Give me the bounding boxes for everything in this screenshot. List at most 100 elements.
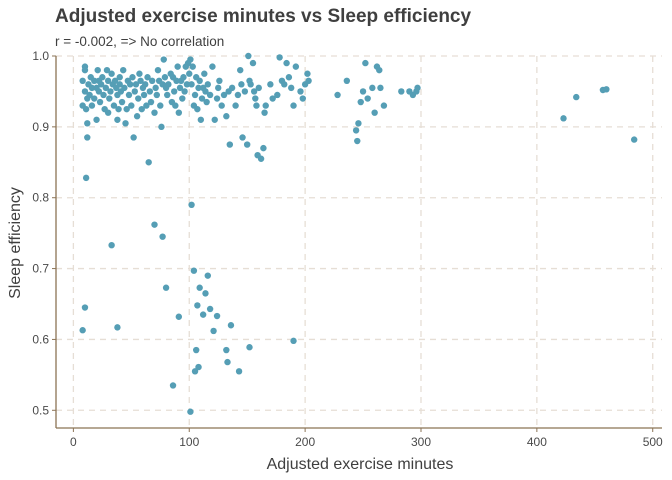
scatter-point xyxy=(304,70,311,77)
scatter-point xyxy=(376,66,383,74)
scatter-point xyxy=(170,88,178,95)
scatter-point xyxy=(267,81,274,88)
scatter-point xyxy=(237,66,244,74)
grid-lines xyxy=(56,55,662,428)
scatter-point xyxy=(176,84,184,92)
scatter-point xyxy=(215,84,222,92)
scatter-point xyxy=(223,113,230,120)
scatter-point xyxy=(95,88,103,95)
scatter-point xyxy=(175,109,183,116)
scatter-point xyxy=(354,137,361,145)
scatter-point xyxy=(355,120,362,127)
scatter-point xyxy=(352,127,360,134)
scatter-point xyxy=(116,74,123,81)
scatter-point xyxy=(305,77,312,85)
scatter-point xyxy=(377,84,384,92)
scatter-point xyxy=(239,134,246,141)
scatter-point xyxy=(140,91,148,99)
scatter-point xyxy=(88,102,96,109)
scatter-point xyxy=(191,91,199,99)
scatter-point xyxy=(183,81,191,88)
scatter-point xyxy=(218,102,225,109)
scatter-point xyxy=(79,327,86,334)
scatter-point xyxy=(114,324,121,331)
scatter-point xyxy=(160,56,167,63)
scatter-point xyxy=(223,346,230,354)
scatter-point xyxy=(108,70,115,77)
scatter-point xyxy=(180,74,187,81)
scatter-point xyxy=(227,322,235,329)
scatter-point xyxy=(196,284,203,291)
scatter-point xyxy=(108,241,115,249)
scatter-point xyxy=(82,105,90,113)
scatter-point xyxy=(81,66,89,74)
scatter-point xyxy=(123,105,130,113)
scatter-point xyxy=(603,86,610,93)
scatter-point xyxy=(255,84,262,92)
scatter-point xyxy=(206,305,214,313)
scatter-point xyxy=(560,115,567,122)
scatter-point xyxy=(630,136,638,143)
scatter-point xyxy=(261,109,268,116)
scatter-point xyxy=(173,77,180,85)
scatter-point xyxy=(204,81,211,88)
x-tick-label: 100 xyxy=(179,435,199,449)
scatter-point xyxy=(199,311,207,318)
scatter-point xyxy=(359,88,367,95)
scatter-point xyxy=(136,70,143,77)
scatter-point xyxy=(281,81,288,88)
scatter-point xyxy=(226,141,234,148)
scatter-point xyxy=(81,88,89,95)
scatter-point xyxy=(93,116,100,123)
y-tick-label: 0.9 xyxy=(32,120,49,134)
chart-title: Adjusted exercise minutes vs Sleep effic… xyxy=(55,6,472,27)
scatter-point xyxy=(82,174,90,182)
scatter-point xyxy=(290,337,297,345)
scatter-point xyxy=(206,91,214,99)
scatter-point xyxy=(197,116,205,123)
scatter-point xyxy=(99,74,106,81)
scatter-point xyxy=(81,304,89,311)
scatter-point xyxy=(107,88,114,95)
scatter-point xyxy=(245,52,252,60)
scatter-point xyxy=(96,98,104,106)
scatter-point xyxy=(94,66,101,74)
scatter-point xyxy=(414,84,421,92)
scatter-point xyxy=(398,88,405,95)
scatter-point xyxy=(364,95,371,102)
scatter-point xyxy=(86,91,93,99)
scatter-point xyxy=(187,408,194,415)
y-tick-label: 0.5 xyxy=(32,403,49,417)
scatter-point xyxy=(84,134,91,141)
scatter-point xyxy=(131,88,138,95)
scatter-point xyxy=(165,81,172,88)
y-tick-label: 1.0 xyxy=(32,49,49,63)
scatter-point xyxy=(125,91,133,99)
scatter-point xyxy=(97,81,105,88)
scatter-point xyxy=(262,102,269,109)
scatter-point xyxy=(186,70,193,77)
scatter-point xyxy=(290,102,297,109)
scatter-point xyxy=(102,84,110,92)
scatter-point xyxy=(274,91,281,99)
scatter-point xyxy=(132,81,140,88)
scatter-point xyxy=(299,95,307,102)
scatter-point xyxy=(260,144,267,152)
scatter-point xyxy=(142,81,149,88)
scatter-point xyxy=(103,66,111,74)
scatter-point xyxy=(213,312,221,320)
scatter-point xyxy=(148,77,156,85)
scatter-point xyxy=(161,74,169,81)
scatter-point xyxy=(128,102,135,109)
scatter-point xyxy=(181,88,188,95)
scatter-point xyxy=(247,81,254,88)
scatter-point xyxy=(143,102,150,109)
scatter-point xyxy=(249,59,257,67)
scatter-point xyxy=(118,98,126,106)
scatter-point xyxy=(194,105,201,113)
scatter-point xyxy=(190,267,198,274)
scatter-point xyxy=(201,70,208,77)
scatter-point xyxy=(120,66,127,74)
scatter-point xyxy=(369,84,376,92)
